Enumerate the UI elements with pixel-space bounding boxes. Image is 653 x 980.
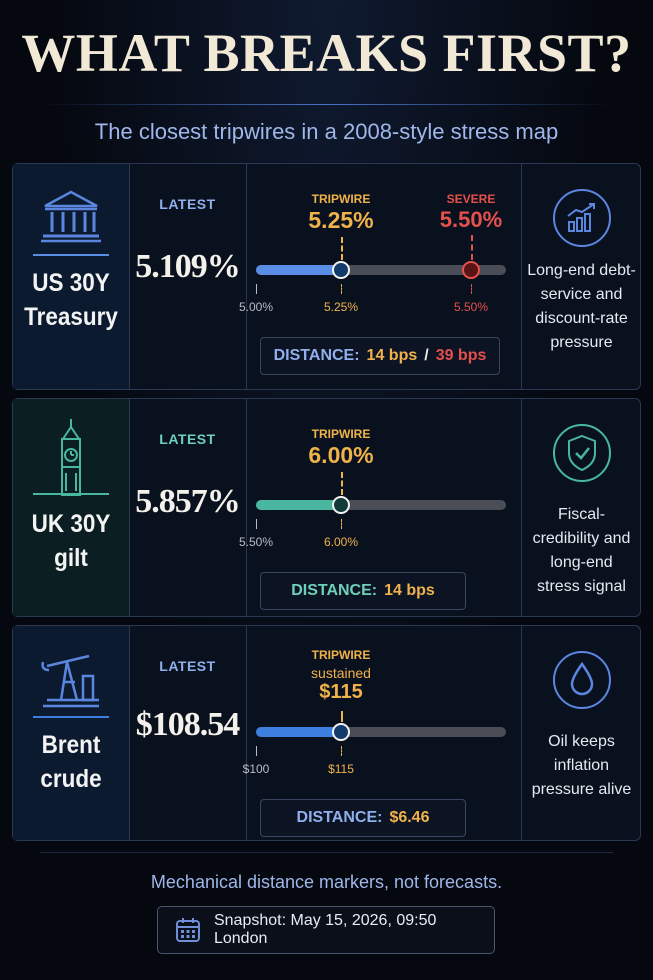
asset-name: UK 30Y gilt [31, 510, 111, 572]
divider [40, 852, 613, 853]
scale-label: 5.00% [238, 300, 274, 314]
tripwire-value: 6.00% [308, 442, 374, 468]
scale-tick [256, 519, 257, 529]
distance-label: DISTANCE: [291, 582, 378, 599]
distance-box: DISTANCE: 14 bps / 39 bps [260, 337, 500, 375]
distance-value: 39 bps [435, 347, 487, 364]
note-column: Oil keeps inflation pressure alive [521, 626, 642, 840]
track-fill [256, 727, 341, 737]
note-column: Fiscal-credibility and long-end stress s… [521, 399, 642, 616]
title: WHAT BREAKS FIRST? [21, 23, 632, 83]
tripwire-label: TRIPWIRE [311, 648, 371, 662]
latest-value: $108.54 [135, 706, 241, 743]
tripwire-label: TRIPWIRE [311, 192, 371, 206]
distance-value: $6.46 [389, 809, 430, 826]
tripwire-dash [341, 711, 343, 722]
distance-label: DISTANCE: [296, 809, 383, 826]
rule [33, 254, 109, 256]
note: Long-end debt-service and discount-rate … [527, 262, 636, 351]
note-icon [521, 423, 642, 488]
tripwire-marker [332, 723, 350, 741]
latest-value: 5.109% [135, 248, 241, 285]
tripwire-note: sustained [311, 665, 371, 681]
note: Oil keeps inflation pressure alive [531, 733, 632, 798]
asset-icon [13, 188, 129, 249]
icon [41, 190, 101, 243]
tripwire-dash [341, 472, 343, 495]
latest-label: LATEST [159, 431, 216, 447]
gauge-column: TRIPWIRE sustained $115 $100 $115 DISTANCE: $6… [243, 626, 522, 840]
track-fill [256, 500, 341, 510]
tripwire-marker [332, 496, 350, 514]
scale-tick [341, 746, 342, 756]
snapshot-box: Snapshot: May 15, 2026, 09:50 London [157, 906, 495, 954]
icon [552, 651, 611, 709]
gauge-column: TRIPWIRE 5.25% SEVERE 5.50% 5.00% 5.25% 5.50% D… [239, 164, 522, 389]
distance-box: DISTANCE: $6.46 [260, 799, 466, 837]
subtitle: The closest tripwires in a 2008-style st… [94, 119, 559, 144]
panel: US 30Y Treasury LATEST 5.109% TRIPWIRE 5.25%… [12, 163, 641, 390]
calendar-icon [175, 918, 200, 942]
latest-column: LATEST $108.54 [129, 626, 247, 840]
note: Fiscal-credibility and long-end stress s… [532, 506, 631, 595]
distance-separator: / [424, 347, 429, 364]
latest-value: 5.857% [135, 483, 241, 520]
note-icon [521, 650, 642, 715]
tripwire-marker [332, 261, 350, 279]
rule [33, 493, 109, 495]
scale-label: $115 [328, 762, 354, 776]
scale-label: 5.25% [323, 300, 359, 314]
scale-tick [256, 746, 257, 756]
track [256, 500, 506, 510]
latest-column: LATEST 5.109% [129, 164, 247, 389]
scale-label: 6.00% [323, 535, 359, 549]
distance-value: 14 bps [384, 582, 435, 599]
name-column: US 30Y Treasury [13, 164, 130, 389]
tripwire-label: TRIPWIRE [311, 427, 371, 441]
scale-label: 5.50% [238, 535, 274, 549]
severe-value: 5.50% [439, 207, 503, 232]
panel: Brent crude LATEST $108.54 TRIPWIRE sustaine… [12, 625, 641, 841]
latest-label: LATEST [159, 196, 216, 212]
scale-label: $100 [242, 762, 270, 776]
icon [552, 189, 611, 247]
latest-column: LATEST 5.857% [129, 399, 247, 616]
note-icon [521, 188, 642, 253]
icon [552, 424, 611, 482]
scale-tick [341, 284, 342, 294]
track-fill [256, 265, 341, 275]
note-column: Long-end debt-service and discount-rate … [521, 164, 642, 389]
name-column: UK 30Y gilt [13, 399, 130, 616]
asset-icon [13, 417, 129, 502]
scale-label: 5.50% [453, 300, 489, 314]
severe-label: SEVERE [446, 192, 496, 206]
gauge-column: TRIPWIRE 6.00% 5.50% 6.00% DISTANCE: 14 bps [239, 399, 522, 616]
asset-name: US 30Y Treasury [24, 269, 118, 331]
panel: UK 30Y gilt LATEST 5.857% TRIPWIRE 6.00% 5.50… [12, 398, 641, 617]
severe-dash [471, 235, 473, 260]
tripwire-value: $115 [319, 681, 363, 703]
icon [61, 419, 81, 496]
distance-value: 14 bps [366, 347, 418, 364]
scale-tick [471, 284, 472, 294]
snapshot: Snapshot: May 15, 2026, 09:50 London [213, 912, 437, 947]
tripwire-dash [341, 237, 343, 260]
footnote: Mechanical distance markers, not forecas… [150, 872, 503, 892]
scale-tick [341, 519, 342, 529]
scale-tick [256, 284, 257, 294]
track [256, 727, 506, 737]
divider [40, 104, 613, 105]
distance-box: DISTANCE: 14 bps [260, 572, 466, 610]
severe-marker [462, 261, 480, 279]
tripwire-value: 5.25% [308, 207, 374, 233]
rule [33, 716, 109, 718]
icon [41, 654, 99, 708]
latest-label: LATEST [159, 658, 216, 674]
distance-label: DISTANCE: [273, 347, 360, 364]
asset-name: Brent crude [40, 731, 102, 793]
name-column: Brent crude [13, 626, 130, 840]
asset-icon [13, 650, 129, 715]
track [256, 265, 506, 275]
